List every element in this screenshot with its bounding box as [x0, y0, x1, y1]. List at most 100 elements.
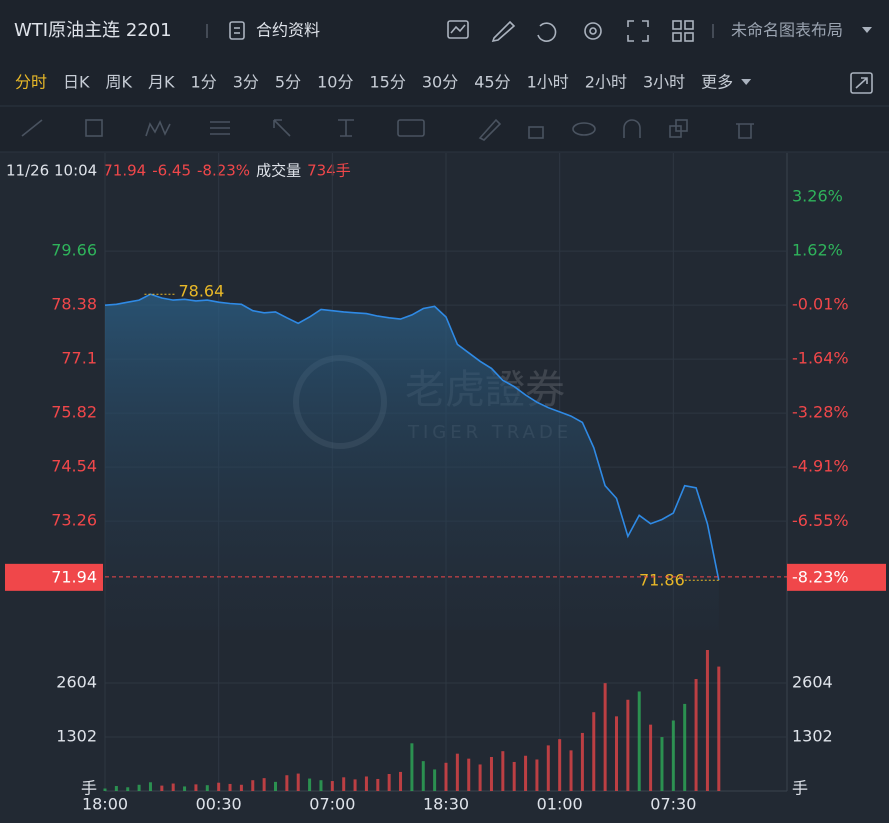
expand-button[interactable] [850, 72, 873, 94]
volume-bar [296, 773, 300, 791]
volume-bar [546, 745, 550, 791]
volume-bar [217, 782, 221, 791]
drawing-tools [21, 118, 754, 141]
volume-bar [637, 691, 641, 791]
volume-bar [205, 785, 209, 791]
info-value: 71.94 [103, 162, 146, 180]
tool-lock[interactable] [528, 126, 544, 139]
volume-bar [137, 784, 141, 791]
y-tick-label: 74.54 [51, 457, 97, 476]
volume-bar [603, 683, 607, 791]
timeframe[interactable]: 1小时 [527, 73, 569, 92]
layout-icon [684, 32, 694, 42]
timeframe[interactable]: 1分 [191, 73, 217, 92]
doc-icon [229, 21, 245, 40]
info-value: 11/26 10:04 [6, 162, 97, 180]
drawing-toolbar [0, 106, 889, 152]
x-tick-label: 18:30 [423, 795, 469, 814]
last-pct-box [787, 563, 886, 591]
layout-name[interactable]: 未命名图表布局 [731, 21, 843, 40]
contract-info[interactable]: 合约资料 [256, 21, 320, 40]
info-line: 11/26 10:04 71.94 -6.45 -8.23% 成交量 734手 [6, 162, 351, 180]
volume-bar [364, 776, 368, 791]
timeframe[interactable]: 30分 [422, 73, 458, 92]
y2-tick-label: -0.01% [792, 294, 849, 313]
timeframe[interactable]: 日K [63, 73, 90, 92]
tool-arrow[interactable] [273, 119, 291, 137]
volume-bar [183, 786, 187, 791]
reset-icon[interactable] [537, 22, 557, 42]
volume-bar [148, 782, 152, 791]
contract-info-button[interactable]: 合约资料 [229, 21, 320, 40]
tool-pattern[interactable] [145, 120, 171, 137]
y-tick-label: 79.66 [51, 241, 97, 260]
timeframe[interactable]: 周K [106, 73, 133, 92]
y-tick-label: 73.26 [51, 511, 97, 530]
volume-bar [569, 750, 573, 791]
dropdown-arrow[interactable] [741, 79, 752, 85]
volume-bar [126, 787, 130, 791]
volume-bar [671, 720, 675, 791]
timeframe[interactable]: 2小时 [585, 73, 627, 92]
draw-icon[interactable] [491, 20, 516, 43]
dropdown-arrow[interactable] [862, 27, 872, 33]
expand-icon-arrow [855, 77, 868, 89]
volume-bar [478, 764, 482, 791]
settings-icon[interactable] [584, 22, 602, 40]
timeframe[interactable]: 5分 [275, 73, 301, 92]
timeframe[interactable]: 15分 [369, 73, 405, 92]
volume-unit: 手 [81, 779, 97, 798]
volume-bar [535, 759, 539, 791]
volume-bar [353, 779, 357, 791]
volume-bar [421, 761, 425, 791]
volume-bar [330, 781, 334, 791]
expand-icon [850, 72, 873, 94]
volume-bar [376, 778, 380, 791]
layout-icon [672, 32, 682, 42]
tool-measure[interactable] [338, 119, 354, 137]
tool-rect[interactable] [85, 119, 103, 137]
header-icons [447, 20, 694, 43]
high-label: 78.64 [178, 282, 224, 301]
volume-bar [319, 780, 323, 791]
volume-bar [228, 783, 232, 791]
volume-bar [717, 666, 721, 791]
tool-brush[interactable] [478, 118, 502, 141]
tool-label[interactable] [397, 119, 425, 137]
volume-bar [705, 649, 709, 791]
header-bar [0, 0, 889, 60]
y2-tick-label: -3.28% [792, 403, 849, 422]
tool-eye[interactable] [572, 122, 596, 136]
tool-fib[interactable] [210, 121, 230, 135]
last-pct-label: -8.23% [792, 567, 849, 586]
timeframe[interactable]: 3分 [233, 73, 259, 92]
volume-bar [114, 786, 118, 791]
timeframe-list: 分时 日K 周K 月K 1分 3分 5分 10分 15分 30分 45分 1小时 2小时 3小时 更多 [15, 73, 752, 92]
timeframe[interactable]: 更多 [701, 73, 733, 92]
timeframe[interactable]: 分时 [15, 73, 47, 92]
fullscreen-icon[interactable] [627, 20, 649, 42]
volume-bar [592, 712, 596, 791]
y2-tick-label: 3.26% [792, 186, 843, 205]
volume-bar [194, 784, 198, 791]
tool-delete[interactable] [736, 123, 754, 139]
timeframe[interactable]: 3小时 [643, 73, 685, 92]
instrument-title[interactable]: WTI原油主连 2201 [14, 20, 172, 41]
tool-line[interactable] [21, 119, 43, 137]
timeframe[interactable]: 45分 [474, 73, 510, 92]
timeframe[interactable]: 10分 [317, 73, 353, 92]
volume-bar [171, 783, 175, 791]
volume-bar [580, 732, 584, 791]
price-area [105, 294, 719, 630]
info-value: 734手 [307, 162, 351, 180]
volume-bar [262, 778, 266, 791]
indicator-icon[interactable] [447, 20, 469, 39]
layout-icon[interactable] [672, 20, 682, 30]
settings-icon-center [589, 27, 597, 35]
tool-magnet[interactable] [623, 119, 641, 138]
volume-bar [433, 769, 437, 791]
timeframe[interactable]: 月K [148, 73, 175, 92]
volume-bar [524, 755, 528, 791]
volume-bar [558, 739, 562, 791]
